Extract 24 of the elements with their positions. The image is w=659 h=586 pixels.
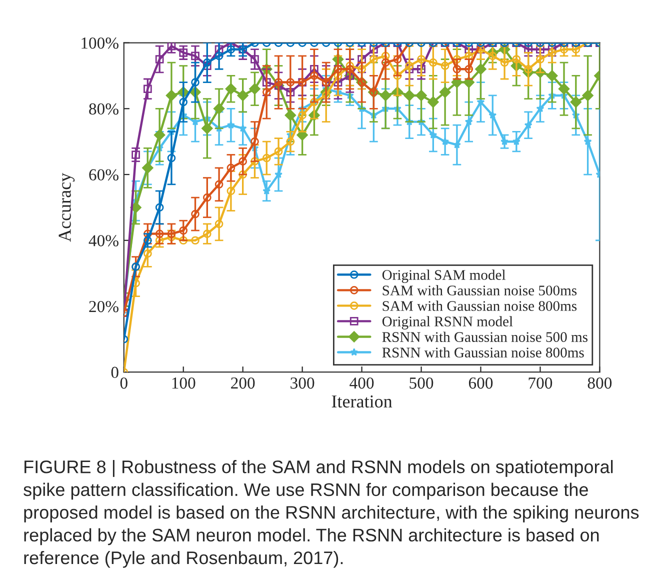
- caption: FIGURE 8 | Robustness of the SAM and RSNN models on spatiotemporal spike pattern classification. We use RSNN for comparison because the proposed model is based on the RSNN architecture, with the spiking neurons replaced by the SAM neuron model. The RSNN architecture is based on reference (Pyle and Rosenbaum, 2017).: [24, 460, 639, 568]
- legend-label: Original RSNN model: [382, 316, 513, 330]
- x-tick-label: 300: [290, 377, 314, 389]
- legend-label: Original SAM model: [382, 270, 506, 283]
- x-tick-label: 800: [588, 377, 612, 389]
- legend-label: SAM with Gaussian noise 800ms: [382, 300, 577, 311]
- x-tick-label: 500: [410, 377, 434, 389]
- x-tick-label: 400: [350, 377, 374, 389]
- y-tick-label: 40%: [88, 235, 118, 246]
- legend-label: SAM with Gaussian noise 500ms: [382, 285, 577, 296]
- y-tick-label: 100%: [82, 37, 118, 49]
- y-tick-label: 20%: [89, 300, 118, 312]
- x-tick-label: 100: [172, 377, 196, 389]
- x-tick-label: 600: [468, 377, 493, 389]
- x-tick-label: 200: [231, 377, 255, 389]
- x-axis-title: Iteration: [332, 395, 392, 408]
- legend-label: RSNN with Gaussian noise 800ms: [382, 347, 584, 358]
- y-tick-label: 80%: [89, 103, 118, 115]
- y-axis-title: Accuracy: [58, 172, 75, 242]
- y-tick-label: 0: [111, 366, 118, 378]
- x-tick-label: 0: [120, 377, 128, 389]
- legend-label: RSNN with Gaussian noise 500 ms: [382, 332, 588, 342]
- x-tick-label: 700: [528, 377, 552, 389]
- y-tick-label: 60%: [89, 169, 118, 181]
